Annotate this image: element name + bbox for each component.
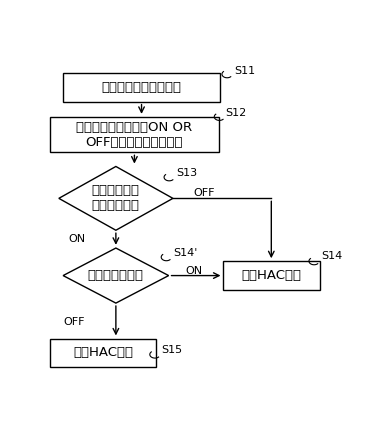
Text: OFF: OFF: [63, 317, 85, 327]
Text: 关闭HAC功放: 关闭HAC功放: [241, 269, 301, 282]
Text: ON: ON: [69, 234, 86, 244]
Text: S11: S11: [234, 66, 255, 76]
Text: OFF: OFF: [193, 188, 215, 198]
Polygon shape: [63, 248, 169, 303]
Polygon shape: [59, 167, 173, 230]
Text: 判断音频接收
器的开闭状态: 判断音频接收 器的开闭状态: [92, 184, 140, 212]
Bar: [50, 338, 156, 367]
Text: 手机接收菜单操作指令: 手机接收菜单操作指令: [102, 81, 181, 94]
Bar: [63, 73, 220, 102]
Text: S12: S12: [226, 109, 247, 119]
Bar: [50, 117, 219, 152]
Text: S14: S14: [321, 252, 343, 262]
Text: 开启HAC功放: 开启HAC功放: [73, 346, 133, 359]
Text: 记录菜单操作控制的ON OR
OFF状态值的新增状态值: 记录菜单操作控制的ON OR OFF状态值的新增状态值: [76, 121, 192, 149]
Text: S14': S14': [173, 248, 197, 258]
Text: 判断新增状态值: 判断新增状态值: [88, 269, 144, 282]
Text: S13: S13: [176, 167, 197, 177]
Text: S15: S15: [162, 345, 183, 355]
Text: ON: ON: [186, 266, 203, 276]
Bar: [223, 261, 320, 290]
